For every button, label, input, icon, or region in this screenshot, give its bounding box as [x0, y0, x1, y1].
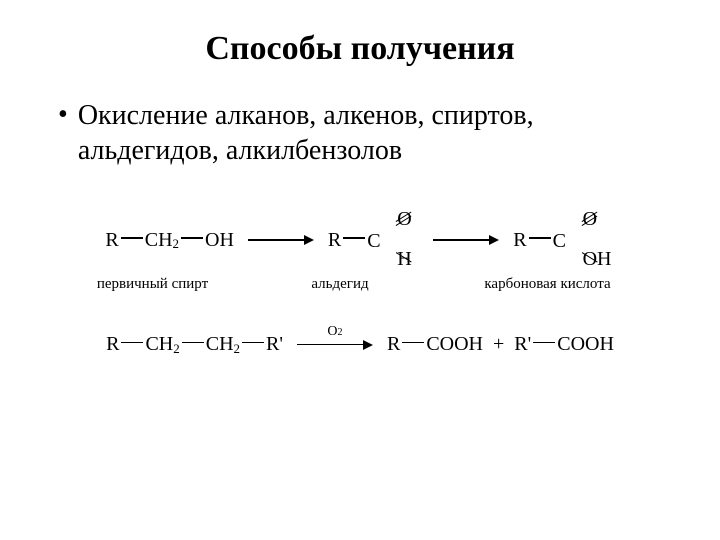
atom-Rprime: R'	[514, 333, 531, 356]
atom-R: R	[105, 229, 118, 252]
atom-O: O	[583, 208, 597, 231]
carboxylic-acid: R C O OH	[513, 210, 614, 270]
atom-OH: OH	[205, 229, 234, 252]
atom-CH2: CH	[206, 333, 234, 356]
atom-O: O	[397, 208, 411, 231]
subscript-2: 2	[234, 341, 241, 357]
subscript-2: 2	[173, 341, 180, 357]
group-COOH: COOH	[557, 333, 614, 356]
bond-icon	[182, 342, 204, 344]
plus-sign: +	[493, 333, 504, 356]
atom-R: R	[328, 229, 341, 252]
bond-icon	[529, 237, 551, 239]
product-2: R' COOH	[514, 333, 614, 356]
atom-H: H	[397, 248, 411, 271]
reaction-1: R CH2 OH R C O H R C	[50, 210, 670, 270]
atom-R: R	[513, 229, 526, 252]
bond-icon	[402, 342, 424, 344]
atom-R: R	[387, 333, 400, 356]
aldehyde: R C O H	[328, 210, 419, 270]
reaction-1-labels: первичный спирт альдегид карбоновая кисл…	[50, 276, 670, 293]
reactions-area: R CH2 OH R C O H R C	[40, 210, 680, 356]
arrow-icon	[248, 235, 314, 245]
label-acid: карбоновая кислота	[440, 276, 655, 293]
primary-alcohol: R CH2 OH	[105, 229, 234, 252]
bond-icon	[242, 342, 264, 344]
subscript-2: 2	[338, 327, 343, 338]
reaction-2: R CH2 CH2 R' O2 R COOH + R' COOH	[50, 333, 670, 356]
bond-icon	[343, 237, 365, 239]
bond-icon	[181, 237, 203, 239]
bond-icon	[533, 342, 555, 344]
carbonyl-group: C O OH	[553, 210, 615, 270]
page-title: Способы получения	[40, 30, 680, 68]
atom-CH2: CH	[145, 229, 173, 252]
arrow-icon	[433, 235, 499, 245]
label-alcohol: первичный спирт	[65, 276, 240, 293]
bullet-text: Окисление алканов, алкенов, спиртов, аль…	[78, 98, 680, 168]
bond-icon	[121, 237, 143, 239]
atom-OH: OH	[583, 248, 612, 271]
arrow-icon: O2	[297, 340, 373, 350]
label-aldehyde: альдегид	[240, 276, 440, 293]
subscript-2: 2	[173, 236, 180, 252]
bullet-marker: •	[58, 98, 68, 132]
atom-C: C	[553, 230, 566, 253]
atom-O: O	[327, 324, 337, 339]
alkane-reactant: R CH2 CH2 R'	[106, 333, 283, 356]
atom-Rprime: R'	[266, 333, 283, 356]
atom-C: C	[367, 230, 380, 253]
atom-R: R	[106, 333, 119, 356]
atom-CH2: CH	[145, 333, 173, 356]
product-1: R COOH	[387, 333, 483, 356]
group-COOH: COOH	[426, 333, 483, 356]
bond-icon	[121, 342, 143, 344]
reagent-label: O2	[327, 324, 342, 340]
carbonyl-group: C O H	[367, 210, 419, 270]
bullet-item: • Окисление алканов, алкенов, спиртов, а…	[40, 98, 680, 168]
